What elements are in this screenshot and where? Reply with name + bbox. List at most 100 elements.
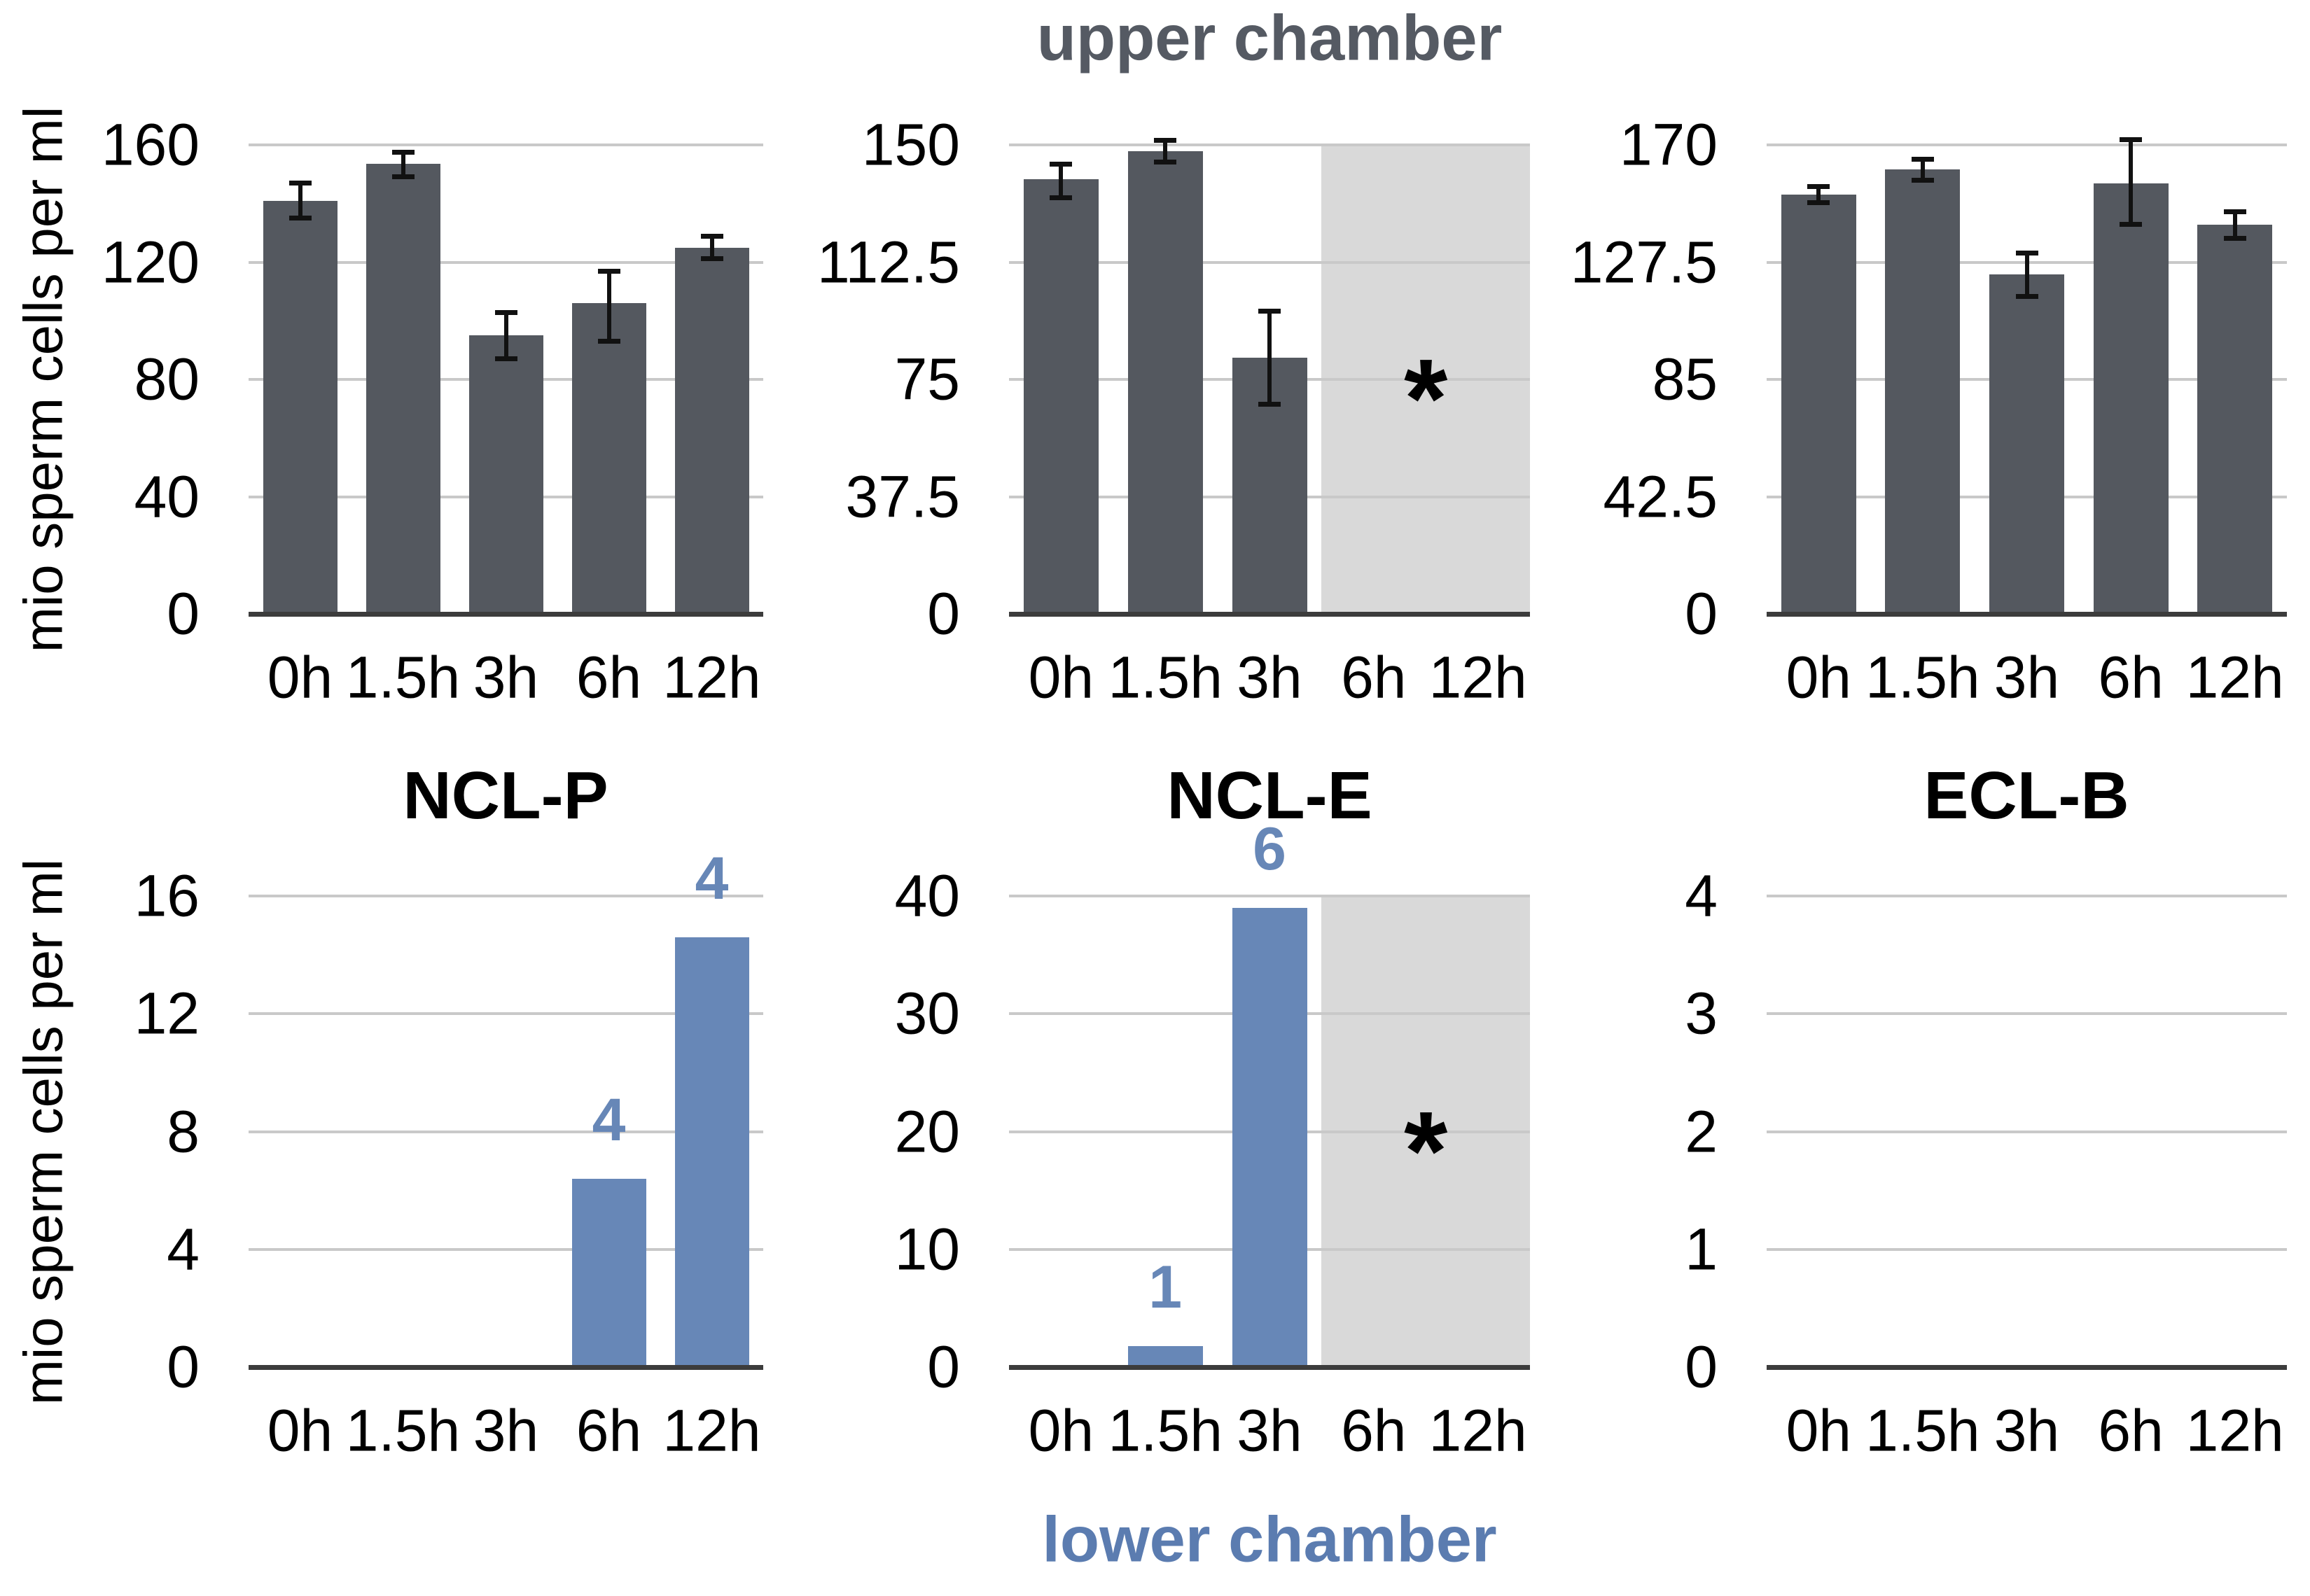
lower-ncl-e-bar-3h (1232, 907, 1307, 1367)
upper-ecl-b-errorcap-bottom-6h (2120, 222, 2143, 227)
upper-ncl-p-errorbar-3h (503, 312, 508, 359)
upper-ncl-p-errorcap-bottom-0h (288, 215, 312, 220)
lower-ncl-p-ytick-16: 16 (134, 862, 200, 929)
upper-ncl-p-xtick-0h: 0h (267, 644, 333, 710)
upper-ecl-b-errorcap-top-1.5h (1911, 156, 1934, 162)
lower-ncl-p-bar-6h (571, 1178, 646, 1367)
lower-ncl-p-ytick-0: 0 (167, 1334, 200, 1400)
lower-ecl-b-xtick-3h: 3h (1994, 1397, 2060, 1464)
upper-ncl-p-ytick-40: 40 (134, 463, 200, 529)
lower-ncl-e-ytick-10: 10 (894, 1216, 960, 1282)
upper-ncl-p-ytick-80: 80 (134, 346, 200, 412)
lower-chamber-title: lower chamber (1042, 1504, 1497, 1576)
upper-ncl-e-gridline-150 (1009, 144, 1530, 146)
upper-ncl-p-errorcap-top-1.5h (391, 150, 415, 155)
upper-ncl-e-errorcap-top-1.5h (1154, 138, 1177, 144)
upper-ncl-p-errorcap-top-6h (597, 269, 620, 274)
lower-ncl-e-xtick-12h: 12h (1428, 1397, 1527, 1464)
lower-ncl-e-ytick-0: 0 (927, 1334, 960, 1400)
upper-ncl-e-ytick-37.5: 37.5 (845, 463, 961, 529)
upper-ecl-b-xtick-0h: 0h (1786, 644, 1852, 710)
upper-ncl-e-xtick-12h: 12h (1428, 644, 1527, 710)
upper-ecl-b-ytick-127.5: 127.5 (1570, 229, 1718, 295)
upper-ncl-p-bar-6h (571, 303, 646, 614)
upper-ecl-b-xtick-3h: 3h (1994, 644, 2060, 710)
upper-ncl-p-bar-1.5h (366, 164, 440, 614)
upper-ncl-e-errorbar-0h (1059, 163, 1064, 198)
lower-ncl-e-xtick-1.5h: 1.5h (1108, 1397, 1223, 1464)
lower-ecl-b-ytick-1: 1 (1685, 1216, 1718, 1282)
lower-ncl-e-gridline-40 (1009, 895, 1530, 897)
lower-ncl-p-ytick-4: 4 (167, 1216, 200, 1282)
upper-ncl-p-errorcap-bottom-12h (700, 256, 723, 262)
upper-ncl-e-errorcap-bottom-3h (1258, 401, 1281, 407)
upper-ecl-b-bar-1.5h (1885, 169, 1961, 614)
upper-ncl-p-bar-12h (674, 247, 749, 614)
lower-ncl-p-bar-label-12h: 4 (695, 844, 729, 912)
lower-ncl-p-xtick-1.5h: 1.5h (345, 1397, 461, 1464)
upper-ncl-e-errorcap-bottom-1.5h (1154, 159, 1177, 164)
upper-ecl-b-errorbar-0h (1816, 186, 1821, 203)
upper-ncl-e-xtick-0h: 0h (1028, 644, 1094, 710)
upper-ncl-e-xtick-1.5h: 1.5h (1108, 644, 1223, 710)
upper-ncl-e-gridline-112.5 (1009, 260, 1530, 264)
lower-ncl-p-gridline-0 (249, 1365, 763, 1370)
lower-ecl-b-gridline-4 (1767, 895, 2287, 897)
upper-ncl-e-ytick-0: 0 (927, 580, 960, 647)
upper-ecl-b-errorcap-bottom-12h (2223, 236, 2246, 241)
upper-ecl-b-bar-12h (2197, 225, 2273, 614)
lower-ncl-p-gridline-8 (249, 1130, 763, 1133)
panel-title-ncl-p: NCL-P (403, 758, 608, 833)
upper-ncl-p-errorbar-0h (298, 183, 302, 218)
lower-ecl-b-ytick-0: 0 (1685, 1334, 1718, 1400)
panel-title-ecl-b: ECL-B (1923, 758, 2129, 833)
lower-ncl-e-bar-label-3h: 6 (1253, 815, 1286, 883)
lower-ncl-p-xtick-6h: 6h (576, 1397, 642, 1464)
lower-ncl-p-bar-label-6h: 4 (592, 1086, 626, 1154)
upper-ecl-b-xtick-6h: 6h (2098, 644, 2164, 710)
upper-ecl-b-ytick-170: 170 (1619, 111, 1718, 178)
upper-ncl-e-ytick-75: 75 (894, 346, 960, 412)
upper-ncl-p-ytick-0: 0 (167, 580, 200, 647)
upper-ecl-b-errorbar-6h (2129, 139, 2134, 225)
lower-ncl-p-xtick-0h: 0h (267, 1397, 333, 1464)
lower-ncl-p-bar-12h (674, 937, 749, 1367)
upper-ncl-e-errorcap-bottom-0h (1050, 195, 1073, 200)
upper-ecl-b-bar-3h (1989, 274, 2064, 614)
upper-ncl-p-errorcap-top-12h (700, 233, 723, 239)
lower-ecl-b-xtick-6h: 6h (2098, 1397, 2164, 1464)
lower-ecl-b-xtick-0h: 0h (1786, 1397, 1852, 1464)
lower-ncl-e-xtick-3h: 3h (1237, 1397, 1302, 1464)
lower-ecl-b-xtick-12h: 12h (2185, 1397, 2284, 1464)
upper-ncl-p-ytick-120: 120 (101, 229, 200, 295)
panel-title-ncl-e: NCL-E (1167, 758, 1372, 833)
upper-chamber-title: upper chamber (1036, 2, 1503, 74)
lower-ncl-p-gridline-16 (249, 895, 763, 897)
lower-ncl-e-xtick-0h: 0h (1028, 1397, 1094, 1464)
lower-ecl-b-xtick-1.5h: 1.5h (1865, 1397, 1980, 1464)
lower-ncl-e-ytick-30: 30 (894, 980, 960, 1046)
lower-ncl-e-bar-1.5h (1127, 1345, 1203, 1367)
lower-ncl-e-ytick-40: 40 (894, 862, 960, 929)
upper-ecl-b-errorcap-top-6h (2120, 137, 2143, 143)
upper-ncl-p-errorcap-top-3h (494, 309, 517, 315)
upper-ecl-b-bar-6h (2093, 183, 2169, 614)
upper-ncl-e-errorcap-top-3h (1258, 308, 1281, 314)
upper-ncl-p-bar-0h (263, 200, 338, 614)
upper-ncl-p-xtick-6h: 6h (576, 644, 642, 710)
upper-ecl-b-xtick-12h: 12h (2185, 644, 2284, 710)
upper-ecl-b-bar-0h (1781, 194, 1856, 614)
upper-ncl-p-gridline-160 (249, 144, 763, 146)
upper-ecl-b-errorcap-bottom-3h (2015, 293, 2038, 299)
upper-ncl-p-xtick-12h: 12h (662, 644, 761, 710)
upper-ecl-b-errorbar-12h (2232, 211, 2237, 239)
upper-ecl-b-xtick-1.5h: 1.5h (1865, 644, 1980, 710)
lower-ecl-b-gridline-3 (1767, 1012, 2287, 1016)
upper-ncl-e-ytick-150: 150 (861, 111, 960, 178)
lower-ecl-b-ytick-3: 3 (1685, 980, 1718, 1046)
lower-ncl-p-gridline-4 (249, 1247, 763, 1251)
upper-ncl-e-errorcap-top-0h (1050, 161, 1073, 167)
upper-ncl-e-bar-1.5h (1127, 150, 1203, 614)
lower-ecl-b-ytick-4: 4 (1685, 862, 1718, 929)
